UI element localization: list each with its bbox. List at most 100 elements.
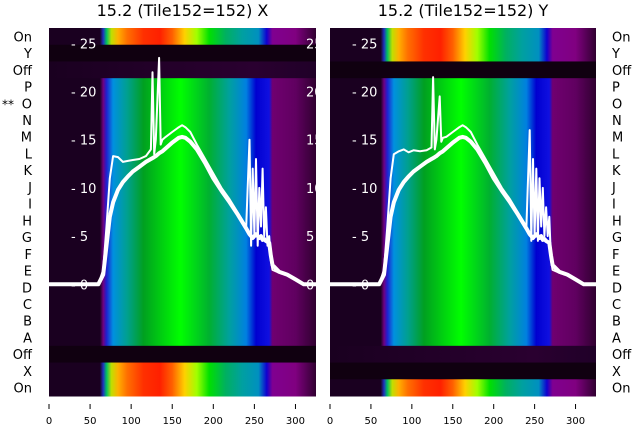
heatmap-row xyxy=(49,329,316,347)
panel-x: 15.2 (Tile152=152) X 0 5 10 15 20 25 - 0 - 5 - 10… xyxy=(46,1,323,427)
heatmap-row xyxy=(330,44,596,62)
heatmap-row xyxy=(330,161,596,180)
row-label-right: H xyxy=(612,214,622,229)
heatmap-row xyxy=(49,94,316,113)
row-label-right: A xyxy=(612,331,621,346)
y-tick-label: - 15 xyxy=(71,134,96,149)
row-label-left: H xyxy=(22,214,32,229)
panel-title: 15.2 (Tile152=152) X xyxy=(97,1,269,20)
x-tick-label: 0 xyxy=(46,416,52,427)
heatmap-row xyxy=(330,195,596,213)
y-tick-label-right: 20 xyxy=(306,86,323,101)
heatmap-row xyxy=(49,44,316,62)
heatmap-row xyxy=(330,61,596,79)
y-tick-label: - 25 xyxy=(352,37,377,52)
y-tick-label-right: 5 xyxy=(306,230,314,245)
heatmap-row xyxy=(49,161,316,180)
y-tick-label-right: 15 xyxy=(306,134,323,149)
row-label-left: O xyxy=(22,97,32,112)
row-label-left: C xyxy=(23,298,32,313)
y-tick-label-right: 10 xyxy=(306,182,323,197)
row-label-left: F xyxy=(25,248,32,263)
heatmap-row xyxy=(330,362,596,380)
heatmap-row xyxy=(49,262,316,280)
y-tick-label: - 10 xyxy=(71,182,96,197)
row-label-right: Y xyxy=(611,47,620,62)
x-tick-label: 0 xyxy=(327,416,333,427)
heatmap-row xyxy=(330,212,596,230)
row-label-right: M xyxy=(612,131,623,146)
row-label-right: P xyxy=(612,81,620,96)
row-label-left: K xyxy=(23,164,32,179)
heatmap-row xyxy=(49,28,316,46)
row-label-right: B xyxy=(612,315,621,330)
y-tick-label: - 25 xyxy=(71,37,96,52)
y-tick-label: - 0 xyxy=(71,278,88,293)
row-label-right: K xyxy=(612,164,621,179)
row-label-right: L xyxy=(612,147,620,162)
row-label-left: Off xyxy=(13,348,33,363)
series-line-lower xyxy=(330,134,596,287)
x-tick-label: 300 xyxy=(286,416,305,427)
y-tick-label-right: 25 xyxy=(306,37,323,52)
heatmap-row xyxy=(49,379,316,397)
heatmap-row xyxy=(330,312,596,330)
heatmap-row xyxy=(330,295,596,313)
row-marker: ** xyxy=(2,97,14,111)
y-tick-label-right: 0 xyxy=(306,278,314,293)
heatmap-row xyxy=(49,111,316,129)
row-label-left: G xyxy=(22,231,32,246)
row-label-right: C xyxy=(612,298,621,313)
x-tick-label: 250 xyxy=(245,416,264,427)
row-label-left: J xyxy=(27,181,32,196)
heatmap-row xyxy=(49,78,316,96)
heatmap-row xyxy=(49,295,316,313)
heatmap-row xyxy=(49,245,316,263)
row-label-left: On xyxy=(14,30,32,45)
row-label-right: Off xyxy=(612,64,632,79)
row-label-right: J xyxy=(611,181,616,196)
x-tick-label: 150 xyxy=(443,416,462,427)
row-label-right: D xyxy=(612,281,622,296)
row-label-left: Off xyxy=(13,64,33,79)
row-label-right: N xyxy=(612,114,622,129)
row-label-right: F xyxy=(612,248,619,263)
y-tick-label: - 0 xyxy=(352,278,369,293)
heatmap-row xyxy=(330,228,596,246)
panel-title: 15.2 (Tile152=152) Y xyxy=(378,1,549,20)
heatmap-row xyxy=(330,329,596,347)
row-label-left: N xyxy=(22,114,32,129)
row-label-left: P xyxy=(24,81,32,96)
row-label-left: Y xyxy=(23,47,32,62)
x-tick-label: 200 xyxy=(204,416,223,427)
x-tick-label: 200 xyxy=(484,416,503,427)
row-label-left: E xyxy=(24,265,32,280)
heatmap-row xyxy=(49,312,316,330)
y-tick-label: - 20 xyxy=(352,86,377,101)
row-label-right: I xyxy=(612,198,616,213)
y-tick-label: - 20 xyxy=(71,86,96,101)
y-tick-label: - 5 xyxy=(352,230,369,245)
row-label-left: X xyxy=(23,365,32,380)
y-tick-label: - 5 xyxy=(71,230,88,245)
row-label-left: D xyxy=(22,281,32,296)
row-label-left: I xyxy=(28,198,32,213)
row-label-left: On xyxy=(14,382,32,397)
heatmap-row xyxy=(330,262,596,280)
heatmap-row xyxy=(49,362,316,380)
heatmap-row xyxy=(330,379,596,397)
heatmap-row xyxy=(330,278,596,297)
heatmap-row xyxy=(330,345,596,364)
x-tick-label: 50 xyxy=(365,416,378,427)
row-label-left: B xyxy=(23,315,32,330)
series-line-upper xyxy=(330,76,596,286)
x-tick-label: 100 xyxy=(402,416,421,427)
row-label-left: M xyxy=(21,131,32,146)
x-tick-label: 300 xyxy=(566,416,585,427)
panel-y: 15.2 (Tile152=152) Y - 0 - 5 - 10 - 15 - 20 - … xyxy=(327,1,596,427)
y-tick-label: - 15 xyxy=(352,134,377,149)
row-label-right: X xyxy=(612,365,621,380)
row-label-left: L xyxy=(25,147,33,162)
heatmap-row xyxy=(330,28,596,46)
